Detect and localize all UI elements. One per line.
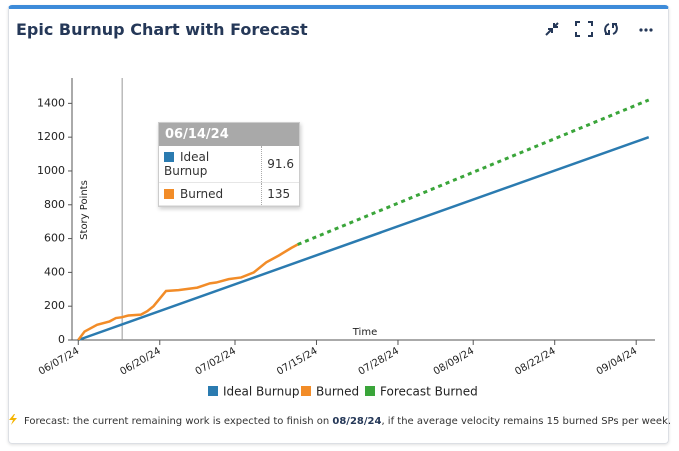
y-tick-label: 1200 (37, 130, 65, 143)
bolt-icon (8, 414, 17, 425)
widget-card (8, 5, 669, 444)
y-tick-label: 1400 (37, 96, 65, 109)
y-tick-label: 400 (44, 265, 65, 278)
legend-swatch (208, 386, 218, 396)
tooltip-value: 91.6 (261, 146, 299, 183)
y-axis-title: Story Points (79, 180, 90, 240)
tooltip-swatch (164, 189, 174, 199)
x-tick-label: 08/22/24 (513, 346, 557, 378)
x-axis-title: Time (352, 327, 377, 338)
fullscreen-icon[interactable] (575, 21, 593, 37)
note-date: 08/28/24 (332, 416, 382, 427)
note-text: , if the average velocity remains 15 bur… (381, 416, 672, 427)
tooltip-date: 06/14/24 (159, 123, 299, 146)
tooltip-swatch (164, 152, 174, 162)
tooltip-series: Burned (180, 187, 224, 201)
collapse-icon[interactable] (545, 22, 559, 36)
tooltip-value: 135 (261, 182, 299, 206)
widget-toolbar (545, 21, 653, 37)
tooltip: 06/14/24 Ideal Burnup 91.6 Burned 135 (158, 122, 300, 207)
x-tick-label: 06/20/24 (118, 346, 162, 378)
y-tick-label: 200 (44, 299, 65, 312)
series-line (77, 243, 299, 341)
y-tick-label: 800 (44, 198, 65, 211)
y-tick-label: 600 (44, 232, 65, 245)
widget-title: Epic Burnup Chart with Forecast (16, 20, 308, 39)
forecast-note: Forecast: the current remaining work is … (0, 414, 679, 427)
x-tick-label: 09/04/24 (595, 346, 639, 378)
legend-label: Ideal Burnup (223, 385, 299, 399)
legend-label: Forecast Burned (380, 385, 478, 399)
series-line (77, 135, 650, 342)
series-line (297, 98, 650, 246)
x-tick-label: 06/07/24 (37, 346, 81, 378)
legend-swatch (301, 386, 311, 396)
refresh-icon[interactable] (604, 23, 618, 35)
more-icon[interactable] (639, 28, 653, 32)
legend-label: Burned (316, 385, 359, 399)
x-tick-label: 07/15/24 (275, 346, 319, 378)
legend-swatch (365, 386, 375, 396)
x-tick-label: 08/09/24 (432, 346, 476, 378)
tooltip-table: Ideal Burnup 91.6 Burned 135 (159, 146, 299, 206)
x-tick-label: 07/28/24 (357, 346, 401, 378)
tooltip-series: Ideal Burnup (164, 150, 210, 178)
note-text: Forecast: the current remaining work is … (23, 416, 333, 427)
y-tick-label: 0 (58, 333, 65, 346)
x-tick-label: 07/02/24 (194, 346, 238, 378)
y-tick-label: 1000 (37, 164, 65, 177)
